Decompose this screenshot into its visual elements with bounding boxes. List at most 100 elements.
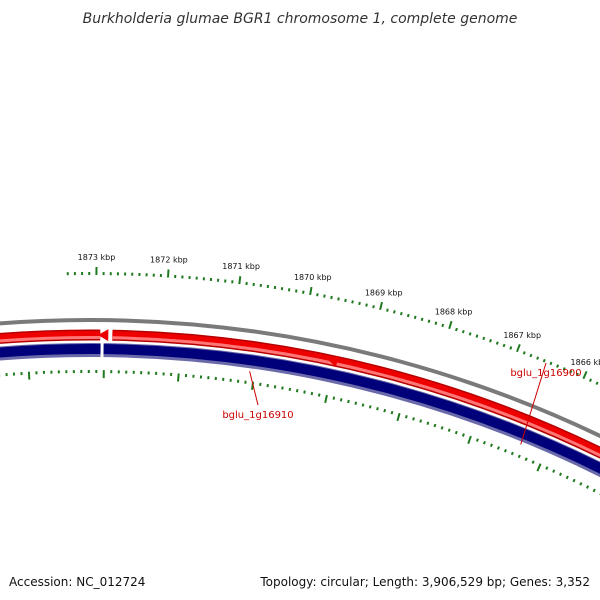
inner-minor-tick: [273, 385, 277, 389]
ruler-minor-tick: [280, 287, 284, 291]
ruler-minor-tick: [556, 364, 560, 368]
inner-minor-tick: [440, 426, 444, 430]
inner-minor-tick: [433, 423, 437, 428]
ruler-minor-tick: [302, 290, 305, 294]
inner-minor-tick: [454, 430, 458, 435]
ruler-minor-tick: [386, 308, 389, 312]
inner-minor-tick: [383, 408, 387, 413]
ruler-minor-tick: [495, 341, 499, 345]
inner-minor-tick: [281, 386, 284, 390]
inner-minor-tick: [376, 407, 379, 411]
ruler-minor-tick: [413, 315, 417, 320]
ruler-label: 1868 kbp: [435, 308, 473, 317]
inner-minor-tick: [368, 405, 372, 409]
inner-minor-tick: [572, 478, 576, 483]
ruler-label: 1871 kbp: [222, 262, 260, 271]
cds-arrow-bglu_1g16900[interactable]: [112, 331, 600, 491]
ruler-minor-tick: [461, 329, 465, 334]
ruler-label: 1873 kbp: [78, 253, 116, 262]
inner-minor-tick: [565, 475, 569, 480]
gene-label-bglu_1g16900[interactable]: bglu_1g16900: [510, 368, 581, 379]
inner-minor-tick: [361, 403, 365, 407]
backbone-arc: [0, 318, 600, 439]
inner-minor-tick: [503, 449, 507, 453]
inner-major-tick: [324, 394, 328, 404]
inner-minor-tick: [475, 438, 479, 442]
ruler-minor-tick: [420, 317, 424, 322]
ruler-minor-tick: [393, 310, 396, 314]
ruler-minor-tick: [287, 288, 291, 292]
inner-minor-tick: [585, 485, 590, 489]
inner-major-tick: [536, 463, 542, 472]
ruler-minor-tick: [323, 294, 326, 298]
cds-track: [0, 329, 600, 491]
blue-band-track: [0, 342, 600, 478]
inner-minor-tick: [332, 396, 336, 400]
ruler-minor-tick: [365, 303, 368, 307]
ruler-minor-tick: [372, 305, 375, 309]
ruler-minor-tick: [475, 334, 479, 338]
inner-minor-tick: [390, 410, 394, 415]
inner-minor-tick: [517, 454, 521, 459]
ruler-minor-tick: [509, 346, 513, 350]
ruler-label: 1869 kbp: [365, 288, 403, 297]
ruler-minor-tick: [549, 361, 553, 366]
inner-minor-tick: [579, 482, 583, 486]
ruler-minor-tick: [468, 332, 472, 336]
inner-minor-tick: [592, 488, 596, 493]
inner-minor-tick: [419, 419, 423, 423]
ruler-minor-tick: [455, 327, 458, 332]
outer-ruler: 1873 kbp 1872 kbp 1871 kbp 1870 kbp 1869 kbp…: [66, 253, 600, 386]
ruler-minor-tick: [569, 369, 573, 374]
inner-minor-tick: [426, 421, 430, 425]
inner-minor-tick: [447, 428, 451, 432]
ruler-minor-tick: [316, 293, 319, 297]
footer-accession: Accession: NC_012724: [9, 575, 145, 589]
ruler-minor-tick: [482, 336, 486, 341]
gene-label-bglu_1g16910[interactable]: bglu_1g16910: [222, 410, 293, 421]
inner-minor-tick: [295, 389, 299, 393]
ruler-minor-tick: [562, 367, 566, 371]
ruler-minor-tick: [588, 378, 593, 383]
ruler-minor-tick: [441, 323, 445, 328]
inner-minor-tick: [339, 398, 343, 402]
cds-arrowhead-bglu_1g16910: [98, 329, 109, 342]
gene-leader-bglu_1g16910: [249, 371, 259, 406]
inner-minor-tick: [545, 466, 549, 470]
ruler-minor-tick: [344, 298, 347, 303]
inner-tick-row: [0, 370, 600, 495]
ruler-major-tick: [516, 343, 521, 353]
inner-minor-tick: [354, 401, 358, 405]
cds-arrow-bglu_1g16910[interactable]: [0, 330, 101, 491]
ruler-minor-tick: [406, 313, 410, 318]
ruler-minor-tick: [489, 338, 492, 343]
ruler-minor-tick: [400, 311, 403, 316]
ruler-minor-tick: [529, 353, 533, 358]
ruler-minor-tick: [351, 300, 354, 304]
inner-minor-tick: [510, 451, 514, 456]
ruler-minor-tick: [427, 319, 431, 323]
ruler-major-tick: [582, 370, 588, 380]
ruler-minor-tick: [434, 321, 438, 325]
inner-minor-tick: [461, 433, 465, 437]
ruler-minor-tick: [595, 381, 599, 386]
inner-minor-tick: [404, 415, 408, 419]
ruler-label: 1867 kbp: [503, 331, 541, 340]
cds-arrow-bglu_1g16900-highlight: [112, 336, 600, 458]
inner-major-tick: [177, 373, 180, 382]
ruler-label: 1872 kbp: [150, 256, 188, 265]
inner-minor-tick: [558, 472, 563, 477]
ruler-minor-tick: [295, 289, 298, 293]
inner-minor-tick: [412, 417, 415, 421]
inner-minor-tick: [496, 446, 500, 450]
ruler-major-tick: [309, 286, 313, 296]
ruler-minor-tick: [575, 372, 579, 377]
ruler-major-tick: [167, 269, 170, 278]
cds-arrow-bglu_1g16910-highlight: [0, 335, 101, 343]
ruler-minor-tick: [522, 351, 526, 355]
inner-major-tick: [396, 412, 401, 422]
ruler-major-tick: [238, 276, 242, 285]
ruler-minor-tick: [330, 295, 333, 300]
inner-minor-tick: [489, 443, 493, 448]
